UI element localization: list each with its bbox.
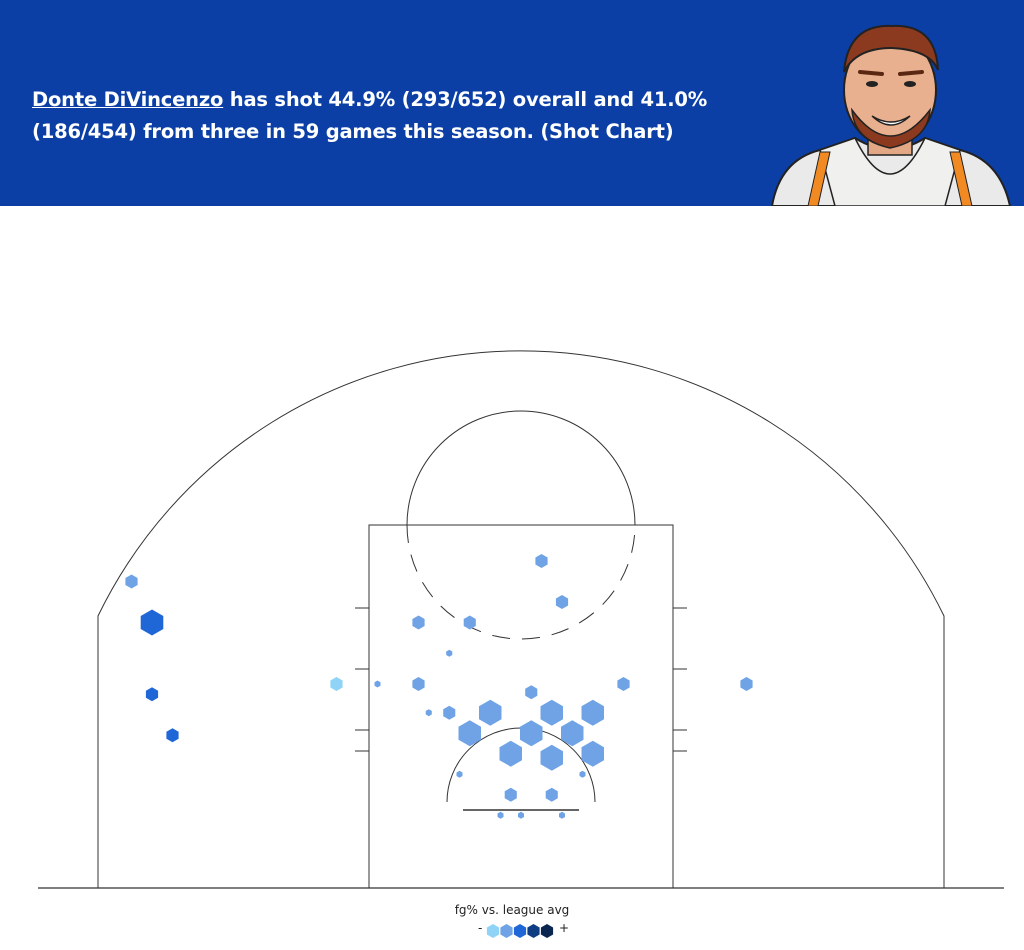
shot-hex [581,740,604,767]
shot-chart-link[interactable]: (Shot Chart) [540,120,674,143]
shot-hex [456,770,463,778]
legend-swatch [486,924,500,938]
legend-swatch [527,924,540,938]
legend-high-label: + [559,921,570,935]
shot-hex [561,720,584,747]
shot-hex [518,811,524,819]
legend-swatch [540,924,554,938]
legend-swatch [500,924,513,938]
shot-hex [540,744,563,771]
headline-line1: has shot 44.9% (293/652) overall and 41.… [223,88,708,111]
shot-hex [463,615,476,630]
player-portrait [770,24,1012,206]
shot-hex [412,615,425,630]
shot-hex [559,811,565,819]
shot-hex [545,787,558,802]
shot-hex [497,811,504,819]
free-throw-circle-bottom [406,524,636,640]
shot-chart [38,350,1004,889]
shot-hex [425,709,432,717]
shot-hex [555,595,569,609]
player-name-link[interactable]: Donte DiVincenzo [32,88,224,111]
shot-hex [540,699,563,726]
shot-hex [443,705,456,720]
shot-hex [479,699,502,726]
shot-hex [581,699,604,726]
shot-hex [520,720,543,747]
shot-hex [166,728,179,743]
shot-hex [535,554,548,568]
legend-low-label: - [478,921,483,935]
shot-hex [374,680,381,688]
shot-hex [579,770,586,778]
free-throw-circle-top [406,410,636,526]
headline: Donte DiVincenzo has shot 44.9% (293/652… [32,84,732,148]
legend: - + [478,921,570,940]
shot-hex [412,677,425,691]
paint-lane [368,524,674,889]
three-point-line [97,350,945,888]
shot-hex [458,720,481,747]
shot-hex [617,677,630,691]
shot-hex [330,677,343,691]
shot-hex [446,649,453,657]
shot-hex [525,685,538,700]
shot-hex [740,677,753,691]
legend-swatches [486,924,554,938]
shot-hex [499,740,522,767]
shot-hex [125,574,138,589]
legend-title: fg% vs. league avg [454,903,570,917]
shot-hex [140,609,164,636]
headline-line2: (186/454) from three in 59 games this se… [32,120,541,143]
shot-hex [145,687,159,702]
legend-swatch [513,924,527,938]
shot-hex [504,787,517,802]
